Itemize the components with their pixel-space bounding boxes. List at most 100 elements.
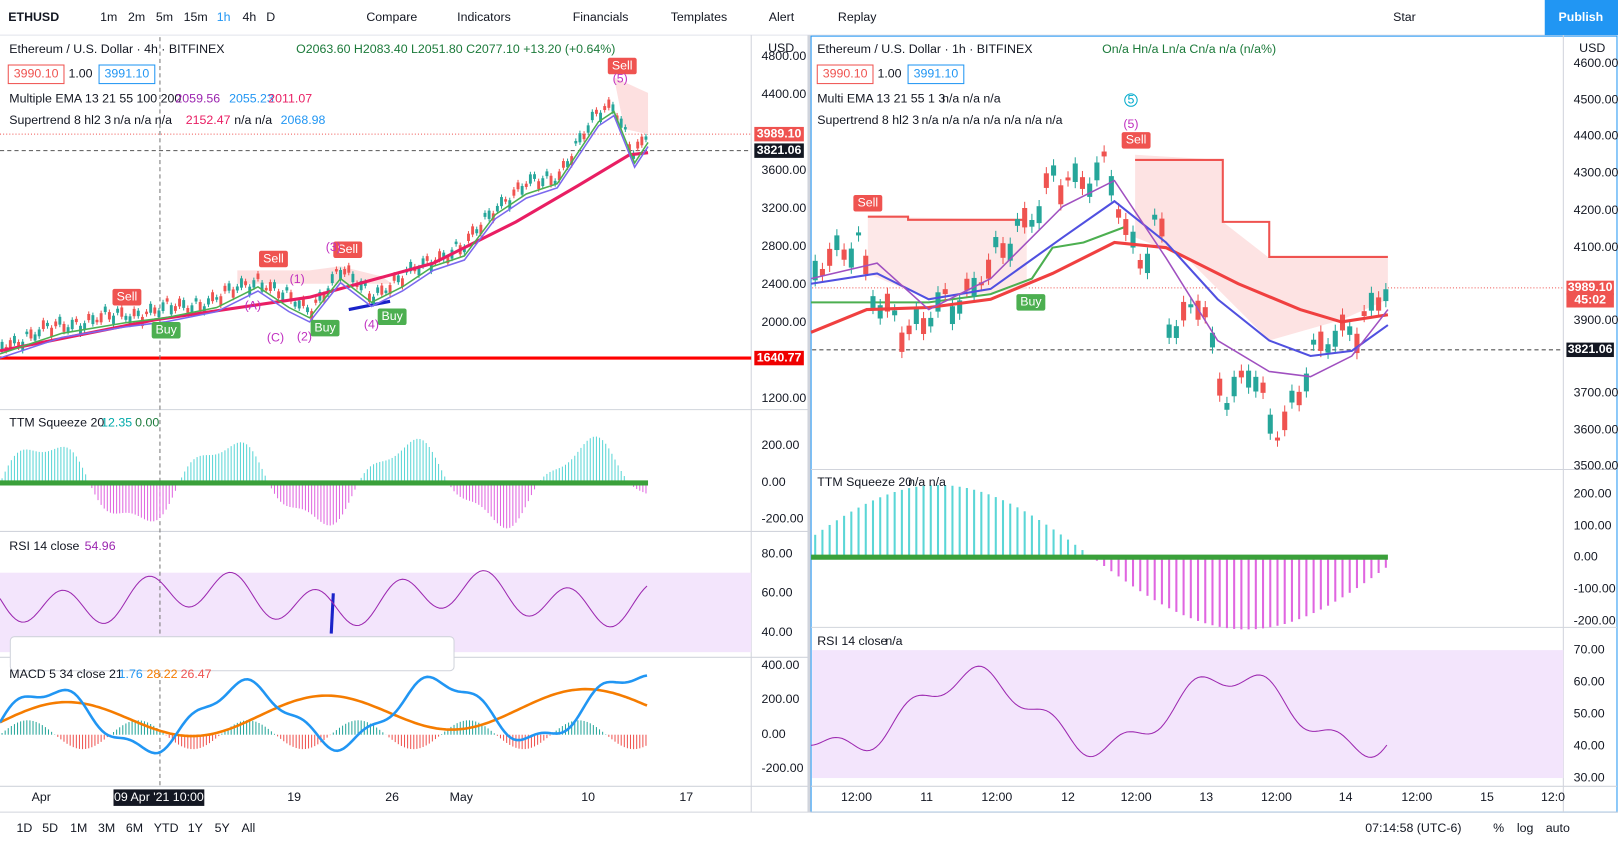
candle xyxy=(603,106,607,111)
candle xyxy=(1303,373,1309,392)
interval-button[interactable]: 4h xyxy=(242,10,256,24)
candle xyxy=(1325,344,1331,353)
signal-badge xyxy=(1121,132,1151,149)
scale-option[interactable]: log xyxy=(1517,821,1534,835)
range-button[interactable]: 1M xyxy=(70,821,87,835)
candle xyxy=(438,251,442,260)
symbol[interactable]: ETHUSD xyxy=(8,10,59,24)
candle xyxy=(520,186,524,195)
candle xyxy=(339,270,342,280)
range-button[interactable]: YTD xyxy=(154,821,179,835)
publish-label[interactable]: Publish xyxy=(1559,10,1604,24)
candle xyxy=(178,298,181,307)
candle xyxy=(264,287,268,291)
toolbar-button[interactable]: Replay xyxy=(838,10,877,24)
bid-box xyxy=(816,64,874,85)
candle xyxy=(467,233,470,241)
ask-box xyxy=(98,64,156,85)
candle xyxy=(417,267,421,276)
price-badge xyxy=(1566,280,1614,296)
interval-button[interactable]: 1h xyxy=(217,10,231,24)
signal-badge xyxy=(377,308,407,326)
ask: 3991.10 xyxy=(914,67,959,81)
crosshair-time: 09 Apr '21 10:00 xyxy=(114,790,204,804)
indicator-value: 2055.23 xyxy=(229,91,274,105)
candle xyxy=(128,316,132,325)
ohlc: O2063.60 H2083.40 L2051.80 C2077.10 +13.… xyxy=(296,42,615,56)
interval-button[interactable]: 5m xyxy=(156,10,173,24)
signal-label: Sell xyxy=(858,196,879,210)
candle xyxy=(136,310,140,317)
candle xyxy=(1123,219,1129,235)
candle xyxy=(186,308,190,313)
price-tick: 1200.00 xyxy=(762,391,807,405)
toolbar-button[interactable]: Financials xyxy=(573,10,629,24)
candle xyxy=(132,308,136,317)
interval-button[interactable]: 2m xyxy=(128,10,145,24)
star-button[interactable]: Star xyxy=(1393,10,1416,24)
ttm-tick: 200.00 xyxy=(1574,487,1612,501)
ema-line xyxy=(0,114,649,359)
publish-button[interactable] xyxy=(1544,0,1618,36)
candle xyxy=(1253,376,1259,392)
candle xyxy=(240,278,243,288)
indicator-value: n/a n/a xyxy=(908,475,946,489)
candle xyxy=(640,136,644,146)
candle xyxy=(644,136,648,140)
candle xyxy=(66,327,70,332)
interval-button[interactable]: D xyxy=(266,10,275,24)
drawing-toolbar[interactable] xyxy=(9,636,455,672)
time-tick: 12:00 xyxy=(981,790,1012,804)
supertrend-line xyxy=(811,226,1126,304)
candle xyxy=(330,274,334,284)
toolbar-button[interactable]: Compare xyxy=(366,10,417,24)
wave-label: (2) xyxy=(297,330,312,344)
price-tick: 4400.00 xyxy=(762,87,807,101)
rsi-tick: 80.00 xyxy=(762,546,793,560)
supertrend-line xyxy=(1135,158,1388,258)
candle xyxy=(17,342,21,348)
signal-label: Sell xyxy=(612,58,633,72)
wave-label: (1) xyxy=(290,272,305,286)
candle xyxy=(198,302,202,311)
candle xyxy=(863,255,869,275)
price-tick: 2400.00 xyxy=(762,277,807,291)
interval-button[interactable]: 1m xyxy=(100,10,117,24)
price-tick: 3500.00 xyxy=(1574,459,1618,473)
signal-badge xyxy=(259,250,288,268)
candle xyxy=(1072,163,1078,183)
candle xyxy=(13,335,16,344)
signal-label: Buy xyxy=(314,320,336,334)
range-button[interactable]: 5D xyxy=(42,821,58,835)
range-button[interactable]: 1Y xyxy=(188,821,203,835)
signal-label: Buy xyxy=(381,309,403,323)
range-button[interactable]: 3M xyxy=(98,821,115,835)
toolbar-button[interactable]: Templates xyxy=(671,10,727,24)
range-button[interactable]: All xyxy=(241,821,255,835)
candle xyxy=(0,341,4,352)
ttm-tick: 200.00 xyxy=(762,438,800,452)
range-button[interactable]: 6M xyxy=(126,821,143,835)
trend-line xyxy=(329,593,335,634)
candle xyxy=(479,224,483,235)
price-badge xyxy=(754,350,804,366)
price-badge xyxy=(754,143,804,158)
price-badge xyxy=(754,126,804,142)
price-tick: 3200.00 xyxy=(762,201,807,215)
candle xyxy=(227,283,231,291)
candle xyxy=(566,161,569,168)
interval-button[interactable]: 15m xyxy=(184,10,208,24)
toolbar-button[interactable]: Alert xyxy=(769,10,795,24)
scale-option[interactable]: auto xyxy=(1546,821,1570,835)
signal-badge xyxy=(607,57,637,75)
candle xyxy=(899,332,905,352)
scale-option[interactable]: % xyxy=(1493,821,1504,835)
candle xyxy=(1079,177,1085,189)
candle xyxy=(504,199,508,202)
spread: 1.00 xyxy=(877,67,901,81)
rsi-line xyxy=(811,665,1388,758)
toolbar-button[interactable]: Indicators xyxy=(457,10,511,24)
range-button[interactable]: 5Y xyxy=(215,821,230,835)
candle xyxy=(483,212,487,217)
range-button[interactable]: 1D xyxy=(17,821,33,835)
